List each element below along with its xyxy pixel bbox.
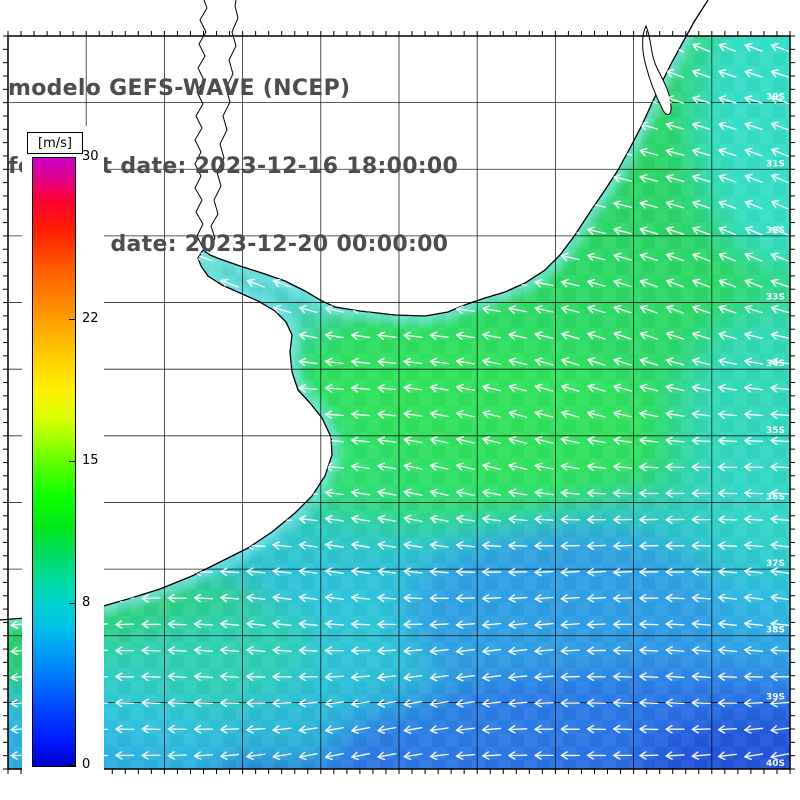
map-frame xyxy=(7,35,791,770)
lat-label: 33S xyxy=(766,293,785,303)
lat-label: 36S xyxy=(766,492,785,502)
colorbar-tick-label: 0 xyxy=(82,757,91,772)
colorbar-tick-mark xyxy=(69,319,75,321)
lat-label: 34S xyxy=(766,359,785,369)
lat-label: 40S xyxy=(766,759,785,769)
colorbar-tick-label: 22 xyxy=(82,311,99,327)
colorbar-tick-label: 8 xyxy=(82,594,91,610)
colorbar: [m/s] 30 22 15 8 0 xyxy=(22,126,104,784)
colorbar-tick-mark xyxy=(69,461,75,462)
river-parana xyxy=(194,0,208,249)
colorbar-tick-mark xyxy=(69,157,75,158)
river-uruguay xyxy=(208,0,239,253)
coastline xyxy=(0,0,709,621)
colorbar-tick-label: 15 xyxy=(82,453,99,468)
lat-label: 30S xyxy=(766,93,785,103)
colorbar-gradient xyxy=(32,157,76,767)
colorbar-tick-mark xyxy=(69,602,75,604)
lat-label: 32S xyxy=(766,226,785,236)
model-title: modelo GEFS-WAVE (NCEP) xyxy=(8,76,351,101)
latitude-labels: 30S 31S 32S 33S 34S 35S 36S 37S 38S 39S 40S xyxy=(766,93,785,769)
colorbar-unit-label: [m/s] xyxy=(27,132,83,154)
lat-label: 31S xyxy=(766,159,785,169)
lat-label: 37S xyxy=(766,559,785,569)
colorbar-tick-label: 30 xyxy=(82,149,99,164)
lat-label: 39S xyxy=(766,692,785,702)
lat-label: 35S xyxy=(766,426,785,436)
lat-label: 38S xyxy=(766,626,785,636)
colorbar-tick-mark xyxy=(69,765,75,766)
frame-ticks xyxy=(3,31,795,774)
coastal-lagoon xyxy=(642,24,672,115)
